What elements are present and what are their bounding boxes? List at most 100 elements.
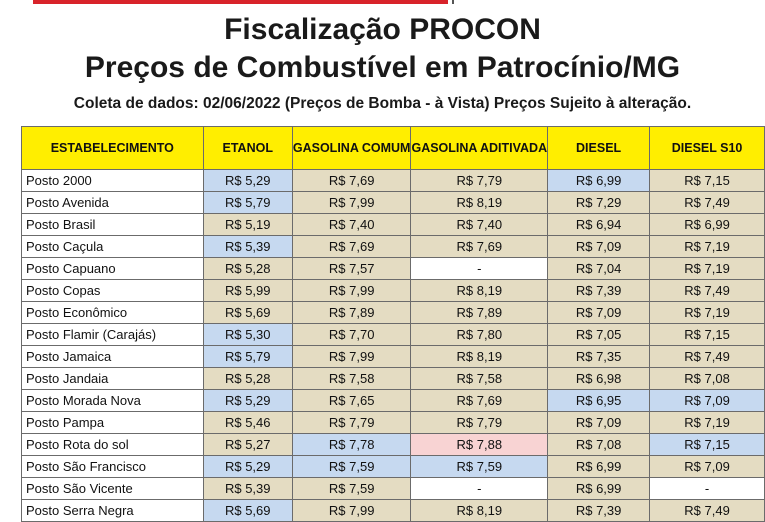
table-header-row: ESTABELECIMENTO ETANOL GASOLINA COMUM GASOL… <box>21 126 765 170</box>
column-header: GASOLINA COMUM <box>291 126 412 170</box>
data-collection-note: Coleta de dados: 02/06/2022 (Preços de B… <box>73 95 692 112</box>
price-cell: R$ 7,19 <box>649 235 765 258</box>
table-row: Posto Rota do sol R$ 5,27 R$ 7,78 R$ 7,88 R$… <box>21 433 765 456</box>
station-name-cell: Posto Jamaica <box>21 345 204 368</box>
top-bar-mark <box>452 0 454 4</box>
price-cell: - <box>649 477 765 500</box>
station-name-cell: Posto 2000 <box>21 169 204 192</box>
price-cell: R$ 6,98 <box>547 367 651 390</box>
price-cell: R$ 7,69 <box>410 389 549 412</box>
station-name-cell: Posto Flamir (Carajás) <box>21 323 204 346</box>
price-cell: R$ 5,19 <box>202 213 293 236</box>
price-cell: R$ 8,19 <box>410 279 549 302</box>
price-cell: R$ 7,89 <box>410 301 549 324</box>
price-cell: R$ 7,19 <box>649 411 765 434</box>
price-cell: - <box>410 477 549 500</box>
price-cell: R$ 7,58 <box>291 367 412 390</box>
station-name-cell: Posto Avenida <box>21 191 204 214</box>
table-row: Posto São Francisco R$ 5,29 R$ 7,59 R$ 7,59… <box>21 455 765 478</box>
price-cell: R$ 6,94 <box>547 213 651 236</box>
table-row: Posto Avenida R$ 5,79 R$ 7,99 R$ 8,19 R$ 7,2… <box>21 191 765 214</box>
page-subtitle-title: Preços de Combustível em Patrocínio/MG <box>84 51 681 84</box>
column-header: DIESEL <box>547 126 651 170</box>
price-cell: R$ 7,09 <box>649 455 765 478</box>
price-cell: R$ 7,59 <box>410 455 549 478</box>
table-body: Posto 2000 R$ 5,29 R$ 7,69 R$ 7,79 R$ 6,99 R$… <box>21 169 765 522</box>
price-cell: R$ 7,39 <box>547 499 651 522</box>
price-cell: R$ 8,19 <box>410 191 549 214</box>
price-cell: R$ 7,15 <box>649 323 765 346</box>
table-row: Posto Morada Nova R$ 5,29 R$ 7,65 R$ 7,69 R$… <box>21 389 765 412</box>
price-cell: R$ 6,99 <box>547 169 651 192</box>
price-cell: R$ 7,19 <box>649 257 765 280</box>
price-cell: R$ 7,40 <box>291 213 412 236</box>
station-name-cell: Posto Rota do sol <box>21 433 204 456</box>
price-cell: R$ 5,28 <box>202 367 293 390</box>
price-cell: R$ 5,79 <box>202 191 293 214</box>
table-row: Posto Serra Negra R$ 5,69 R$ 7,99 R$ 8,19 R$… <box>21 499 765 522</box>
price-cell: R$ 7,04 <box>547 257 651 280</box>
table-row: Posto 2000 R$ 5,29 R$ 7,69 R$ 7,79 R$ 6,99 R$… <box>21 169 765 192</box>
price-cell: R$ 7,05 <box>547 323 651 346</box>
station-name-cell: Posto Caçula <box>21 235 204 258</box>
price-cell: R$ 7,65 <box>291 389 412 412</box>
price-cell: R$ 6,95 <box>547 389 651 412</box>
table-row: Posto Copas R$ 5,99 R$ 7,99 R$ 8,19 R$ 7,39 R… <box>21 279 765 302</box>
column-header: DIESEL S10 <box>649 126 765 170</box>
station-name-cell: Posto Serra Negra <box>21 499 204 522</box>
page-title: Fiscalização PROCON <box>224 13 541 46</box>
table-row: Posto Pampa R$ 5,46 R$ 7,79 R$ 7,79 R$ 7,09 R… <box>21 411 765 434</box>
column-header: ETANOL <box>202 126 293 170</box>
price-cell: R$ 5,27 <box>202 433 293 456</box>
price-cell: R$ 7,09 <box>547 301 651 324</box>
price-cell: R$ 5,39 <box>202 235 293 258</box>
price-cell: R$ 7,58 <box>410 367 549 390</box>
price-cell: R$ 7,15 <box>649 433 765 456</box>
price-cell: R$ 7,09 <box>649 389 765 412</box>
station-name-cell: Posto Jandaia <box>21 367 204 390</box>
price-cell: R$ 6,99 <box>547 477 651 500</box>
price-cell: R$ 7,79 <box>410 411 549 434</box>
price-cell: R$ 7,79 <box>410 169 549 192</box>
station-name-cell: Posto Copas <box>21 279 204 302</box>
price-cell: R$ 7,35 <box>547 345 651 368</box>
price-cell: R$ 7,19 <box>649 301 765 324</box>
price-cell: R$ 5,99 <box>202 279 293 302</box>
price-cell: R$ 5,46 <box>202 411 293 434</box>
price-cell: R$ 7,99 <box>291 499 412 522</box>
price-cell: R$ 5,28 <box>202 257 293 280</box>
price-cell: R$ 6,99 <box>649 213 765 236</box>
price-cell: R$ 7,70 <box>291 323 412 346</box>
price-cell: R$ 7,69 <box>291 235 412 258</box>
price-cell: R$ 7,49 <box>649 499 765 522</box>
price-cell: R$ 7,49 <box>649 191 765 214</box>
station-name-cell: Posto São Francisco <box>21 455 204 478</box>
table-row: Posto Capuano R$ 5,28 R$ 7,57- R$ 7,04 R$ 7,… <box>21 257 765 280</box>
station-name-cell: Posto Morada Nova <box>21 389 204 412</box>
column-header: ESTABELECIMENTO <box>21 126 204 170</box>
price-cell: R$ 7,40 <box>410 213 549 236</box>
price-cell: R$ 7,57 <box>291 257 412 280</box>
price-cell: R$ 5,69 <box>202 499 293 522</box>
station-name-cell: Posto São Vicente <box>21 477 204 500</box>
top-red-bar <box>33 0 448 4</box>
table-row: Posto Jamaica R$ 5,79 R$ 7,99 R$ 8,19 R$ 7,3… <box>21 345 765 368</box>
table-row: Posto Jandaia R$ 5,28 R$ 7,58 R$ 7,58 R$ 6,9… <box>21 367 765 390</box>
price-cell: R$ 8,19 <box>410 499 549 522</box>
price-cell: R$ 5,29 <box>202 455 293 478</box>
table-row: Posto Brasil R$ 5,19 R$ 7,40 R$ 7,40 R$ 6,94… <box>21 213 765 236</box>
price-cell: R$ 7,59 <box>291 477 412 500</box>
station-name-cell: Posto Econômico <box>21 301 204 324</box>
price-cell: R$ 7,49 <box>649 345 765 368</box>
price-cell: R$ 7,49 <box>649 279 765 302</box>
price-cell: R$ 7,89 <box>291 301 412 324</box>
price-cell: R$ 7,78 <box>291 433 412 456</box>
price-cell: R$ 7,79 <box>291 411 412 434</box>
table-row: Posto São Vicente R$ 5,39 R$ 7,59- R$ 6,99- <box>21 477 765 500</box>
price-cell: R$ 7,69 <box>410 235 549 258</box>
price-cell: R$ 7,15 <box>649 169 765 192</box>
station-name-cell: Posto Capuano <box>21 257 204 280</box>
price-cell: R$ 7,29 <box>547 191 651 214</box>
price-cell: R$ 7,09 <box>547 235 651 258</box>
price-cell: R$ 8,19 <box>410 345 549 368</box>
